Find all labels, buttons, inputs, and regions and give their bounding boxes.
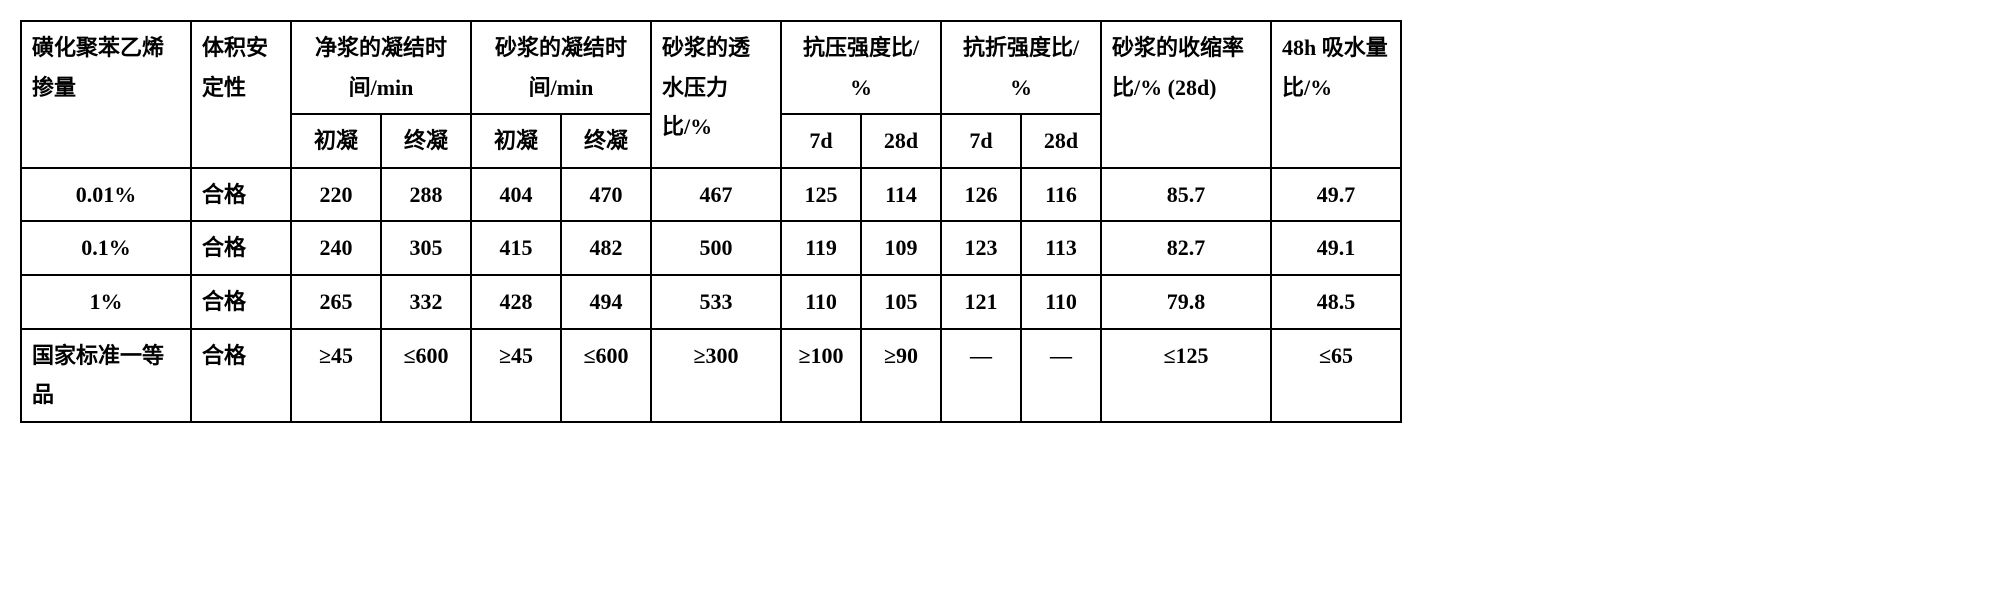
table-cell: ≤600 [561,329,651,422]
table-cell: 482 [561,221,651,275]
header-grp3-s1: 7d [781,114,861,168]
table-cell: 494 [561,275,651,329]
table-cell: ≥45 [291,329,381,422]
header-col8: 砂浆的收缩率比/% (28d) [1101,21,1271,168]
table-cell: ≤600 [381,329,471,422]
table-cell: 116 [1021,168,1101,222]
table-cell: 332 [381,275,471,329]
table-cell: 220 [291,168,381,222]
table-cell: 288 [381,168,471,222]
table-cell: 265 [291,275,381,329]
table-cell: 105 [861,275,941,329]
table-cell: 121 [941,275,1021,329]
table-cell: 415 [471,221,561,275]
table-cell: 305 [381,221,471,275]
table-cell: 合格 [191,275,291,329]
table-cell: ≥90 [861,329,941,422]
header-col1: 磺化聚苯乙烯掺量 [21,21,191,168]
table-cell: 126 [941,168,1021,222]
header-col2: 体积安定性 [191,21,291,168]
table-cell: — [1021,329,1101,422]
table-body: 0.01%合格22028840447046712511412611685.749… [21,168,1401,422]
header-grp1-s1: 初凝 [291,114,381,168]
table-cell: ≤125 [1101,329,1271,422]
header-grp4-s1: 7d [941,114,1021,168]
table-cell: 48.5 [1271,275,1401,329]
table-cell: 123 [941,221,1021,275]
table-row: 0.1%合格24030541548250011910912311382.749.… [21,221,1401,275]
table-cell: 0.01% [21,168,191,222]
table-row: 0.01%合格22028840447046712511412611685.749… [21,168,1401,222]
table-cell: 合格 [191,221,291,275]
header-row-1: 磺化聚苯乙烯掺量 体积安定性 净浆的凝结时间/min 砂浆的凝结时间/min 砂… [21,21,1401,114]
table-cell: — [941,329,1021,422]
table-row: 国家标准一等品合格≥45≤600≥45≤600≥300≥100≥90——≤125… [21,329,1401,422]
table-cell: 合格 [191,329,291,422]
table-cell: ≤65 [1271,329,1401,422]
table-cell: 114 [861,168,941,222]
table-cell: 0.1% [21,221,191,275]
table-cell: 79.8 [1101,275,1271,329]
table-cell: 49.1 [1271,221,1401,275]
table-cell: 467 [651,168,781,222]
table-cell: 110 [1021,275,1101,329]
header-grp4: 抗折强度比/ % [941,21,1101,114]
header-grp1-s2: 终凝 [381,114,471,168]
table-cell: 110 [781,275,861,329]
table-cell: 国家标准一等品 [21,329,191,422]
header-col5: 砂浆的透水压力比/% [651,21,781,168]
header-grp2-s1: 初凝 [471,114,561,168]
table-cell: 85.7 [1101,168,1271,222]
header-grp3: 抗压强度比/ % [781,21,941,114]
table-cell: 82.7 [1101,221,1271,275]
table-cell: 533 [651,275,781,329]
table-cell: 500 [651,221,781,275]
table-cell: 109 [861,221,941,275]
table-cell: 240 [291,221,381,275]
table-row: 1%合格26533242849453311010512111079.848.5 [21,275,1401,329]
table-cell: 404 [471,168,561,222]
table-cell: ≥300 [651,329,781,422]
table-cell: 470 [561,168,651,222]
table-cell: 1% [21,275,191,329]
table-cell: ≥100 [781,329,861,422]
header-grp3-s2: 28d [861,114,941,168]
header-grp2-s2: 终凝 [561,114,651,168]
table-cell: 合格 [191,168,291,222]
header-grp4-s2: 28d [1021,114,1101,168]
header-grp1: 净浆的凝结时间/min [291,21,471,114]
table-cell: 428 [471,275,561,329]
table-cell: 113 [1021,221,1101,275]
table-cell: 49.7 [1271,168,1401,222]
table-cell: ≥45 [471,329,561,422]
table-cell: 125 [781,168,861,222]
table-cell: 119 [781,221,861,275]
header-grp2: 砂浆的凝结时间/min [471,21,651,114]
data-table: 磺化聚苯乙烯掺量 体积安定性 净浆的凝结时间/min 砂浆的凝结时间/min 砂… [20,20,1402,423]
header-col9: 48h 吸水量比/% [1271,21,1401,168]
